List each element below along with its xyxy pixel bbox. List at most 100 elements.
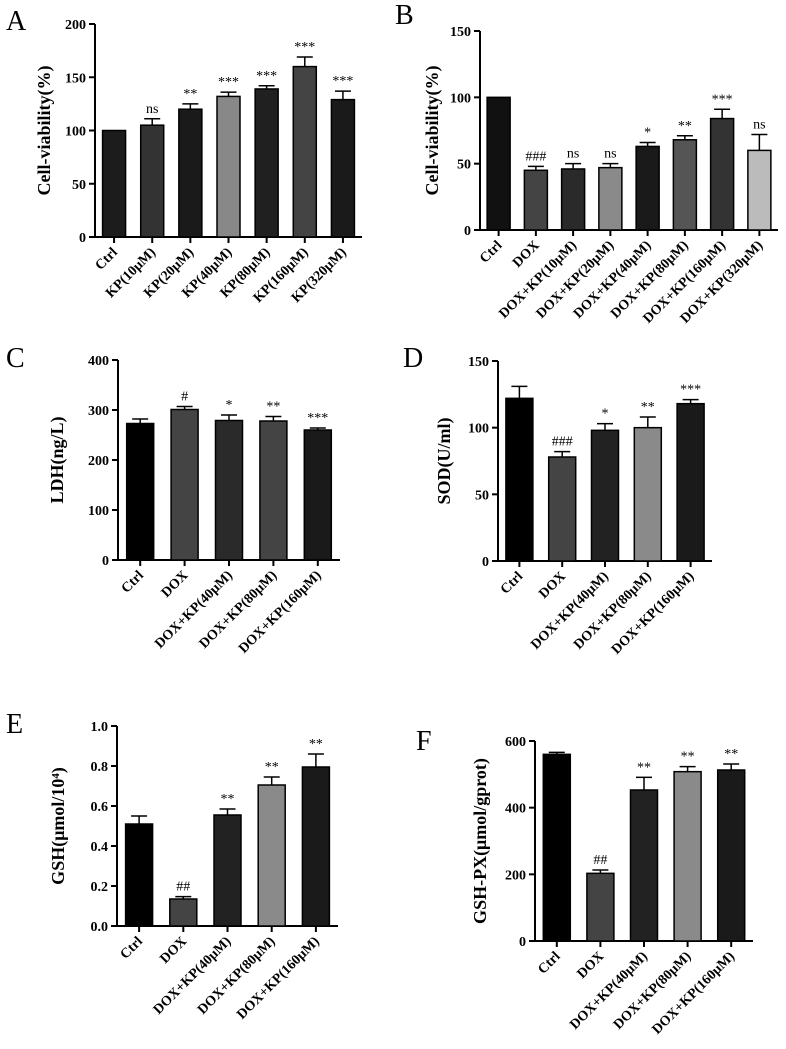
category-label: DOX (159, 568, 192, 601)
y-axis-label: LDH(ng/L) (47, 416, 68, 503)
significance-label: ## (593, 853, 607, 868)
bar-5 (303, 429, 333, 561)
category-label: Ctrl (535, 949, 563, 977)
significance-label: ### (525, 149, 546, 164)
category-label: DOX+KP(160μM) (609, 569, 698, 658)
bar-3 (590, 429, 620, 562)
category-label: DOX+KP(160μM) (650, 949, 739, 1038)
significance-label: *** (307, 411, 328, 426)
significance-label: *** (218, 75, 239, 90)
bar-5 (254, 88, 279, 238)
bar-4 (598, 166, 623, 231)
category-label: DOX+KP(40μM) (152, 568, 236, 652)
significance-label: ## (176, 880, 190, 895)
panel-d: D SOD(U/ml) 0 50 100 150 Ctrl DOX ### DOX+KP(40μM… (403, 343, 712, 658)
bar-1 (505, 397, 534, 562)
bar-1 (124, 823, 154, 927)
category-label: DOX (510, 238, 543, 271)
significance-label: *** (680, 383, 701, 398)
panel-a: ACell-viability(%)050100150200CtrlKP(10μ… (6, 6, 362, 306)
significance-label: ** (637, 760, 651, 775)
significance-label: ns (604, 147, 616, 162)
bar-4 (216, 95, 241, 238)
y-tick-label: 400 (88, 354, 109, 369)
category-label: DOX+KP(80μM) (571, 569, 655, 653)
bar-2 (169, 898, 198, 927)
panel-letter: F (416, 726, 432, 757)
y-tick-label: 0 (482, 555, 489, 570)
y-tick-label: 50 (457, 158, 471, 173)
bar-5 (676, 402, 705, 562)
bar-7 (330, 98, 356, 238)
y-tick-label: 150 (65, 71, 86, 86)
panel-letter: C (6, 343, 25, 374)
bar-4 (257, 784, 286, 927)
category-label: DOX+KP(40μM) (567, 949, 651, 1033)
y-tick-label: 200 (88, 454, 109, 469)
bar-2 (586, 872, 615, 942)
y-tick-label: 0.2 (91, 880, 109, 895)
bar-5 (301, 766, 331, 927)
bar-3 (560, 168, 586, 231)
category-label: Ctrl (119, 568, 147, 596)
y-tick-label: 100 (468, 422, 489, 437)
y-tick-label: 200 (65, 18, 86, 33)
bar-3 (178, 108, 203, 238)
significance-label: ns (146, 102, 158, 117)
panel-c: C LDH(ng/L) 0 100 200 300 400 Ctrl DOX # DOX+KP(40… (6, 343, 340, 657)
significance-label: ** (266, 400, 280, 415)
significance-label: ** (724, 747, 738, 762)
significance-label: * (602, 407, 609, 422)
significance-label: *** (294, 40, 315, 55)
significance-label: ns (567, 147, 579, 162)
y-tick-label: 600 (505, 735, 526, 750)
y-tick-label: 300 (88, 404, 109, 419)
category-label: DOX+KP(80μM) (197, 568, 281, 652)
panel-letter: D (403, 343, 423, 374)
category-label: DOX+KP(80μM) (195, 934, 279, 1018)
y-tick-label: 0.0 (91, 920, 109, 935)
y-tick-label: 0.8 (91, 760, 109, 775)
bar-4 (673, 770, 702, 942)
bar-1 (486, 96, 511, 231)
category-label: DOX (536, 569, 569, 602)
y-tick-label: 150 (468, 355, 489, 370)
bar-2 (170, 408, 199, 561)
bar-3 (214, 419, 244, 561)
bar-4 (633, 426, 663, 562)
category-label: DOX+KP(40μM) (151, 934, 235, 1018)
bar-1 (101, 129, 127, 238)
bar-6 (292, 65, 318, 238)
significance-label: *** (256, 69, 277, 84)
bar-3 (629, 789, 659, 942)
bar-6 (672, 139, 698, 231)
significance-label: ** (309, 737, 323, 752)
category-label: DOX (158, 934, 191, 967)
significance-label: ns (753, 117, 765, 132)
y-tick-label: 100 (450, 91, 471, 106)
y-tick-label: 0.4 (91, 840, 109, 855)
y-tick-label: 100 (88, 504, 109, 519)
bar-2 (547, 456, 577, 562)
y-tick-label: 1.0 (91, 720, 109, 735)
significance-label: * (226, 398, 233, 413)
category-label: Ctrl (477, 238, 505, 266)
y-tick-label: 400 (505, 802, 526, 817)
panel-letter: A (6, 6, 27, 37)
significance-label: ** (221, 792, 235, 807)
y-axis-label: Cell-viability(%) (34, 66, 55, 196)
y-tick-label: 0.6 (91, 800, 109, 815)
bar-8 (747, 149, 772, 231)
category-label: DOX+KP(40μM) (528, 569, 612, 653)
y-tick-label: 0 (464, 224, 471, 239)
y-axis-label: GSH-PX(μmol/gprot) (470, 758, 491, 924)
category-label: DOX+KP(160μM) (236, 568, 325, 657)
significance-label: ** (265, 760, 279, 775)
y-tick-label: 0 (79, 231, 86, 246)
panel-letter: B (395, 0, 414, 31)
y-axis-label: GSH(μmol/10⁴) (48, 767, 69, 885)
significance-label: ** (678, 119, 692, 134)
category-label: Ctrl (93, 245, 121, 273)
y-tick-label: 0 (102, 554, 109, 569)
y-tick-label: 0 (519, 935, 526, 950)
